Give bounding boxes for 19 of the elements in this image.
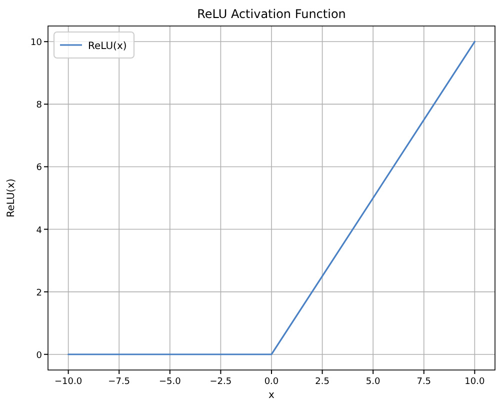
- x-axis-title: x: [268, 390, 275, 401]
- x-tick-label: 2.5: [315, 377, 330, 387]
- legend-label: ReLU(x): [88, 41, 127, 52]
- x-tick-label: −5.0: [158, 377, 182, 387]
- y-tick-label: 0: [36, 350, 42, 361]
- y-tick-label: 8: [36, 100, 42, 111]
- chart-title: ReLU Activation Function: [197, 7, 346, 21]
- x-tick-label: 0.0: [264, 377, 279, 387]
- y-tick-label: 2: [36, 288, 42, 298]
- y-tick-label: 6: [36, 163, 42, 174]
- y-axis-title: ReLU(x): [6, 178, 17, 218]
- x-tick-label: 10.0: [464, 377, 485, 387]
- x-tick-label: 7.5: [416, 377, 432, 387]
- x-tick-label: −7.5: [108, 377, 130, 387]
- y-tick-label: 10: [30, 38, 42, 48]
- x-tick-label: −10.0: [54, 377, 82, 387]
- y-tick-label: 4: [36, 226, 42, 236]
- x-tick-label: −2.5: [210, 377, 232, 387]
- x-tick-label: 5.0: [366, 377, 381, 387]
